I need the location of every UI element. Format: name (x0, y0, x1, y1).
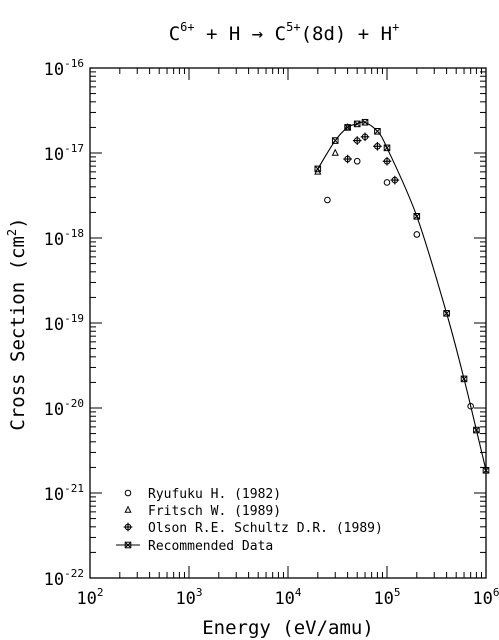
data-point-circle (413, 231, 421, 238)
data-point-x-square (344, 124, 351, 131)
data-point-x-square (413, 213, 421, 220)
x-axis-label: Energy (eV/amu) (202, 617, 374, 639)
tick-labels: 102 103 104 105 106 10-16 10-17 10-18 10-19 10-20… (44, 57, 499, 609)
data-point-circle (353, 157, 361, 165)
legend-marker-circle (124, 489, 132, 497)
legend-label: Ryufuku H. (1982) (148, 487, 281, 502)
legend-item: Olson R.E. Schultz D.R. (1989) (123, 521, 383, 536)
data-point-circle-plus (373, 141, 382, 151)
x-tick-label: 106 (472, 586, 499, 609)
data-point-x-square (374, 128, 381, 135)
data-point-triangle (331, 148, 339, 156)
title-sup-1: 6+ (180, 20, 194, 34)
axis-ticks (89, 68, 486, 579)
y-tick-label: 10-22 (44, 567, 84, 590)
legend-label: Fritsch W. (1989) (148, 504, 281, 519)
data-point-circle-plus (390, 175, 400, 185)
series-lines (317, 121, 487, 471)
legend-item: Fritsch W. (1989) (124, 504, 281, 519)
data-point-x-square (482, 466, 490, 474)
data-point-x-square (460, 375, 468, 383)
data-point-circle-plus (382, 156, 392, 166)
x-tick-label: 102 (76, 586, 103, 609)
data-point-x-square (473, 426, 480, 434)
x-tick-label: 103 (175, 586, 202, 609)
data-point-x-square (383, 144, 391, 152)
y-tick-label: 10-21 (44, 482, 84, 505)
data-markers (314, 118, 490, 474)
legend-item: Ryufuku H. (1982) (124, 487, 281, 502)
data-point-circle-plus (343, 154, 352, 164)
y-tick-label: 10-18 (44, 227, 84, 250)
y-axis-label: Cross Section (cm2) (5, 217, 29, 430)
legend-marker-triangle (124, 505, 132, 513)
data-point-triangle (343, 122, 352, 131)
legend-label: Recommended Data (148, 539, 273, 554)
recommended-data-curve (317, 121, 487, 471)
y-tick-label: 10-16 (44, 57, 84, 80)
legend: Ryufuku H. (1982) Fritsch W. (1989) Olson … (116, 487, 383, 554)
data-point-x-square (314, 165, 322, 173)
y-tick-label: 10-20 (44, 397, 84, 420)
legend-label: Olson R.E. Schultz D.R. (1989) (148, 521, 383, 536)
x-tick-label: 104 (274, 586, 301, 609)
chart-title: C6+ + H → C5+(8d) + H+ (169, 20, 400, 45)
title-sup-3: + (392, 20, 399, 34)
y-tick-label: 10-19 (44, 312, 84, 335)
legend-marker-circle-plus (123, 522, 133, 532)
title-sup-2: 5+ (286, 20, 300, 34)
data-point-circle (383, 179, 391, 186)
data-point-x-square (331, 137, 339, 144)
data-point-circle (467, 402, 474, 410)
legend-item: Recommended Data (116, 539, 273, 554)
data-point-x-square (361, 118, 369, 126)
data-point-circle (324, 196, 331, 204)
y-tick-label: 10-17 (44, 142, 84, 165)
x-tick-label: 105 (373, 586, 400, 609)
legend-marker-x-square (124, 541, 132, 549)
data-point-circle-plus (360, 132, 370, 142)
data-point-x-square (443, 310, 450, 317)
data-point-circle-plus (352, 136, 362, 145)
data-point-x-square (353, 120, 361, 128)
